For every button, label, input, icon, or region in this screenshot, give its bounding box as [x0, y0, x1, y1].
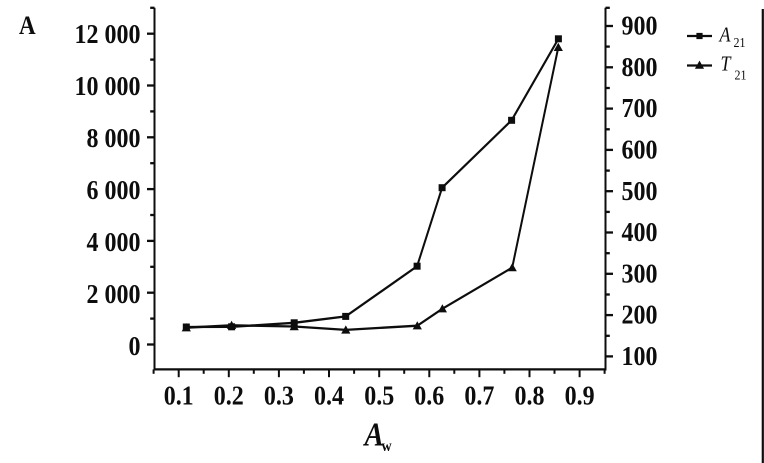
svg-text:400: 400 [622, 216, 658, 247]
svg-text:700: 700 [622, 93, 658, 124]
svg-text:A: A [19, 11, 36, 40]
svg-text:2 000: 2 000 [87, 278, 141, 309]
svg-text:21: 21 [734, 34, 746, 50]
svg-text:300: 300 [622, 258, 658, 289]
svg-text:w: w [382, 438, 392, 455]
svg-text:12 000: 12 000 [75, 18, 141, 49]
svg-text:0.3: 0.3 [264, 380, 294, 411]
svg-text:500: 500 [622, 175, 658, 206]
svg-text:200: 200 [622, 299, 658, 330]
svg-text:21: 21 [735, 66, 747, 82]
svg-text:0.8: 0.8 [515, 380, 545, 411]
svg-text:8 000: 8 000 [87, 122, 141, 153]
svg-text:800: 800 [622, 51, 658, 82]
svg-text:0: 0 [129, 331, 141, 362]
svg-text:0.6: 0.6 [414, 380, 444, 411]
svg-text:0.5: 0.5 [364, 380, 394, 411]
svg-text:0.7: 0.7 [464, 380, 494, 411]
svg-text:6 000: 6 000 [87, 174, 141, 205]
svg-text:0.2: 0.2 [214, 380, 244, 411]
svg-text:A: A [718, 24, 731, 46]
svg-text:10 000: 10 000 [75, 70, 141, 101]
svg-text:0.4: 0.4 [314, 380, 344, 411]
svg-text:900: 900 [622, 10, 658, 41]
svg-text:0.9: 0.9 [565, 380, 595, 411]
svg-text:4 000: 4 000 [87, 226, 141, 257]
svg-text:0.1: 0.1 [164, 380, 194, 411]
svg-text:100: 100 [622, 340, 658, 371]
svg-text:T: T [721, 53, 732, 75]
svg-text:600: 600 [622, 134, 658, 165]
svg-text:A: A [363, 416, 384, 453]
